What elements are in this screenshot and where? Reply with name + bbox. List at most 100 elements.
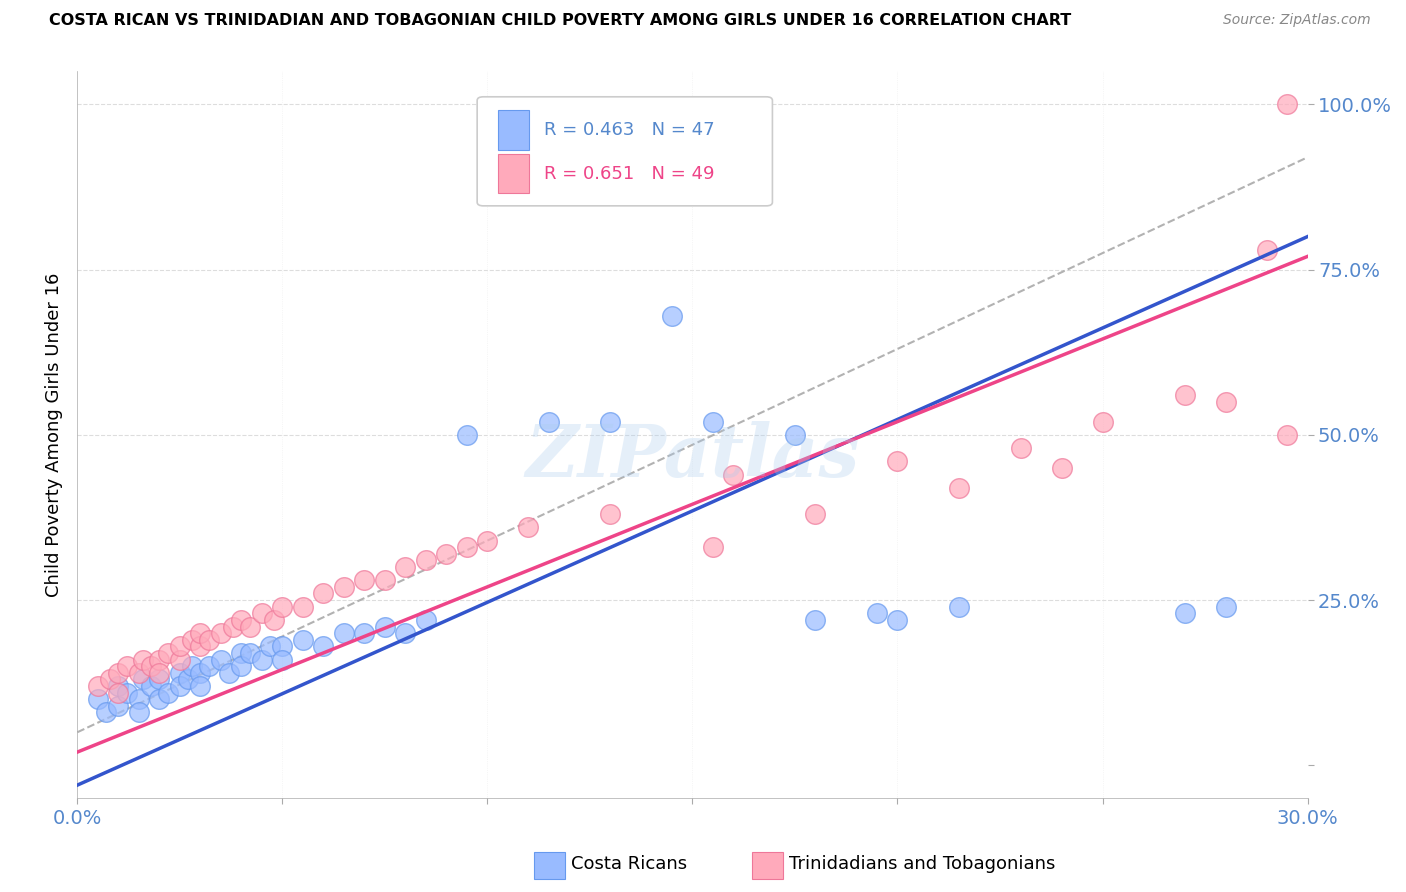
Point xyxy=(209,652,232,666)
Point xyxy=(197,659,219,673)
Point xyxy=(436,547,458,561)
Text: R = 0.463   N = 47: R = 0.463 N = 47 xyxy=(544,121,714,139)
Bar xyxy=(498,153,529,194)
Point xyxy=(87,679,110,693)
Point xyxy=(537,415,560,429)
Point xyxy=(128,692,150,706)
Point xyxy=(250,607,273,621)
Point xyxy=(1174,388,1197,402)
Point xyxy=(141,679,163,693)
Point xyxy=(181,659,204,673)
Point xyxy=(115,659,138,673)
Point xyxy=(148,665,170,680)
Text: COSTA RICAN VS TRINIDADIAN AND TOBAGONIAN CHILD POVERTY AMONG GIRLS UNDER 16 COR: COSTA RICAN VS TRINIDADIAN AND TOBAGONIA… xyxy=(49,13,1071,29)
Point xyxy=(231,659,253,673)
Point xyxy=(271,652,294,666)
Point xyxy=(866,607,889,621)
Point xyxy=(723,467,745,482)
Point xyxy=(886,613,908,627)
Point xyxy=(115,685,138,699)
Point xyxy=(107,679,129,693)
Point xyxy=(1050,461,1073,475)
Point xyxy=(374,573,396,587)
Point xyxy=(218,665,240,680)
Point xyxy=(415,553,437,567)
Point xyxy=(1091,415,1114,429)
Point xyxy=(1256,243,1278,257)
Point xyxy=(128,665,150,680)
Point xyxy=(169,652,191,666)
Point xyxy=(188,665,212,680)
Point xyxy=(148,692,170,706)
Point xyxy=(188,679,212,693)
Point xyxy=(312,586,335,600)
Point xyxy=(141,659,163,673)
Point xyxy=(188,640,212,654)
Point xyxy=(1275,97,1298,112)
Point xyxy=(291,632,314,647)
Point xyxy=(291,599,314,614)
Point xyxy=(181,632,204,647)
Point xyxy=(702,540,724,554)
Point xyxy=(948,481,970,495)
Point xyxy=(702,415,724,429)
Point xyxy=(661,309,683,323)
Point xyxy=(394,560,416,574)
Point xyxy=(353,573,375,587)
Point xyxy=(394,626,416,640)
Point xyxy=(477,533,499,548)
Point xyxy=(886,454,908,468)
Point xyxy=(353,626,375,640)
Point xyxy=(107,698,129,713)
Text: Trinidadians and Tobagonians: Trinidadians and Tobagonians xyxy=(789,855,1054,873)
Point xyxy=(107,665,129,680)
Point xyxy=(239,646,262,660)
Point xyxy=(169,665,191,680)
Point xyxy=(188,626,212,640)
Point xyxy=(1215,599,1237,614)
Point xyxy=(169,640,191,654)
FancyBboxPatch shape xyxy=(477,97,772,206)
Point xyxy=(312,640,335,654)
Point xyxy=(456,428,478,442)
Point xyxy=(271,599,294,614)
Point xyxy=(1010,441,1032,455)
Point xyxy=(271,640,294,654)
Point xyxy=(128,706,150,720)
Point xyxy=(156,646,179,660)
Point xyxy=(177,673,200,687)
Point xyxy=(599,507,621,521)
Point xyxy=(259,640,281,654)
Point xyxy=(250,652,273,666)
Point xyxy=(517,520,540,534)
Point xyxy=(222,619,245,633)
Point xyxy=(231,646,253,660)
Point xyxy=(87,692,110,706)
Point xyxy=(98,673,121,687)
Text: ZIPatlas: ZIPatlas xyxy=(526,421,859,492)
Point xyxy=(107,685,129,699)
Point xyxy=(804,613,827,627)
Text: Source: ZipAtlas.com: Source: ZipAtlas.com xyxy=(1223,13,1371,28)
Point xyxy=(148,652,170,666)
Point xyxy=(415,613,437,627)
Point xyxy=(783,428,806,442)
Point xyxy=(239,619,262,633)
Bar xyxy=(498,110,529,150)
Point xyxy=(1215,394,1237,409)
Point xyxy=(948,599,970,614)
Point xyxy=(132,652,155,666)
Point xyxy=(209,626,232,640)
Text: R = 0.651   N = 49: R = 0.651 N = 49 xyxy=(544,164,714,183)
Point xyxy=(1174,607,1197,621)
Point xyxy=(148,673,170,687)
Text: Costa Ricans: Costa Ricans xyxy=(571,855,688,873)
Point xyxy=(263,613,285,627)
Point xyxy=(94,706,117,720)
Point xyxy=(804,507,827,521)
Point xyxy=(374,619,396,633)
Point xyxy=(333,626,356,640)
Point xyxy=(333,580,356,594)
Point xyxy=(599,415,621,429)
Point xyxy=(456,540,478,554)
